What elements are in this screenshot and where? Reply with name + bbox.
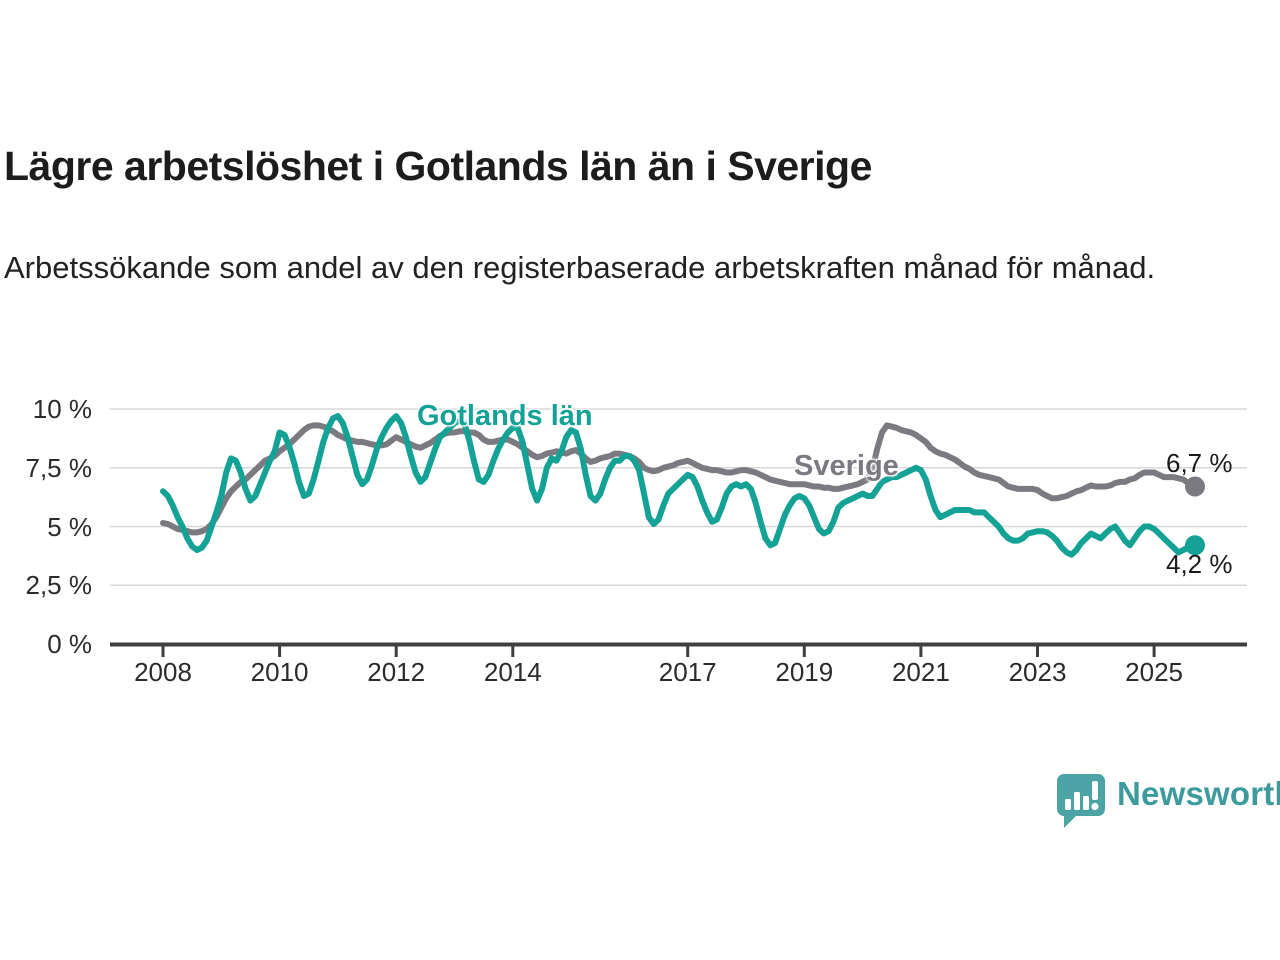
x-tick-label-2014: 2014 [483, 657, 542, 687]
page-title: Lägre arbetslöshet i Gotlands län än i S… [4, 143, 872, 189]
x-tick-label-2019: 2019 [775, 657, 834, 687]
newsworthy-wordmark: Newsworthy [1117, 775, 1280, 812]
y-tick-label-10: 10 % [32, 394, 92, 424]
x-tick-label-2012: 2012 [367, 657, 426, 687]
series-line-sverige [160, 422, 1196, 536]
end-dot-sverige [1184, 476, 1205, 497]
x-tick-label-2021: 2021 [891, 657, 950, 687]
y-tick-label-5: 5 % [47, 511, 92, 542]
newsworthy-speech-bubble-bar-chart-icon [1057, 774, 1105, 828]
x-tick-label-2025: 2025 [1125, 657, 1184, 687]
end-value-label-sverige: 6,7 % [1166, 448, 1233, 478]
x-tick-label-2008: 2008 [134, 657, 192, 687]
x-tick-label-2010: 2010 [250, 657, 309, 687]
x-tick-label-2017: 2017 [658, 657, 717, 687]
series-label-sverige: Sverige [794, 450, 899, 482]
series-label-gotlands-lan: Gotlands län [417, 400, 593, 432]
y-tick-label-7.5: 7,5 % [25, 452, 93, 483]
y-tick-label-0: 0 % [47, 629, 92, 659]
end-value-label-gotlands-lan: 4,2 % [1166, 549, 1233, 579]
x-tick-label-2023: 2023 [1008, 657, 1067, 687]
chart-subtitle: Arbetssökande som andel av den registerb… [4, 250, 1156, 285]
end-dot-gotlands-län [1184, 535, 1205, 556]
series-line-gotlands-län [160, 413, 1196, 558]
newsworthy-brand: Newsworthy [1055, 772, 1280, 832]
y-tick-label-2.5: 2,5 % [25, 570, 93, 601]
